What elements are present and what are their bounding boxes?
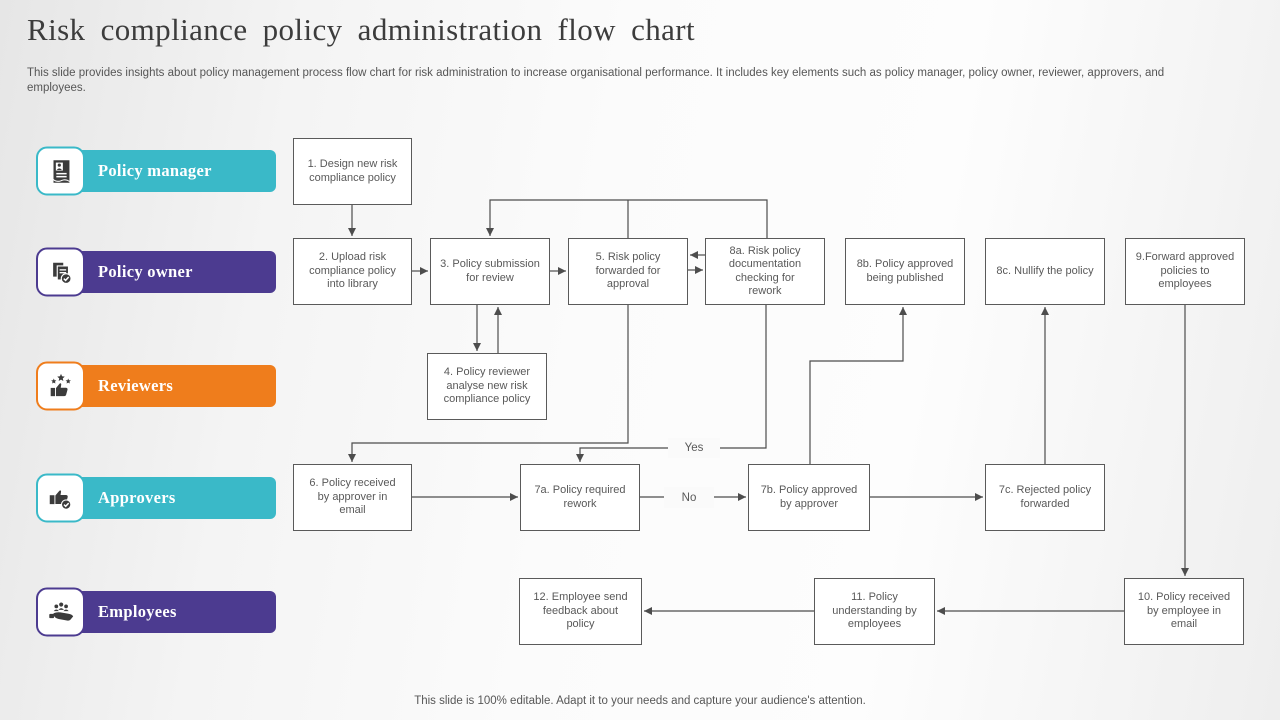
role-chip [36, 247, 85, 297]
role-chip [36, 473, 85, 523]
flow-step-8b: 8b. Policy approved being published [845, 238, 965, 305]
slide-footer: This slide is 100% editable. Adapt it to… [414, 695, 866, 707]
role-label: Approvers [98, 488, 176, 507]
flow-step-5: 5. Risk policy forwarded for approval [568, 238, 688, 305]
flow-step-7c: 7c. Rejected policy forwarded [985, 464, 1105, 531]
flow-step-11: 11. Policy understanding by employees [814, 578, 935, 645]
flow-step-4: 4. Policy reviewer analyse new risk comp… [427, 353, 547, 420]
role-bar-policy-owner: Policy owner [36, 247, 276, 297]
decision-label-no: No [664, 487, 714, 508]
slide-subtitle: This slide provides insights about polic… [27, 67, 1165, 94]
flow-step-8c: 8c. Nullify the policy [985, 238, 1105, 305]
flow-step-10: 10. Policy received by employee in email [1124, 578, 1244, 645]
flow-step-2: 2. Upload risk compliance policy into li… [293, 238, 412, 305]
hand-people-icon [48, 601, 73, 621]
role-label: Policy manager [98, 161, 212, 180]
role-bar-employees: Employees [36, 587, 276, 637]
flow-step-6: 6. Policy received by approver in email [293, 464, 412, 531]
slide-title: Risk compliance policy administration fl… [27, 12, 696, 47]
thumb-up-check-icon [49, 489, 71, 510]
role-label: Employees [98, 602, 177, 621]
role-bar-approvers: Approvers [36, 473, 276, 523]
role-chip [36, 587, 85, 637]
flow-step-7a: 7a. Policy required rework [520, 464, 640, 531]
flow-step-8a: 8a. Risk policy documentation checking f… [705, 238, 825, 305]
role-bar-policy-manager: Policy manager [36, 146, 276, 196]
flow-step-3: 3. Policy submission for review [430, 238, 550, 305]
flow-step-7b: 7b. Policy approved by approver [748, 464, 870, 531]
role-chip [36, 146, 85, 196]
documents-check-icon [51, 261, 72, 284]
document-person-icon [53, 159, 69, 183]
role-label: Reviewers [98, 376, 174, 395]
decision-label-yes: Yes [668, 438, 720, 458]
thumb-up-stars-icon [50, 373, 71, 396]
flow-step-1: 1. Design new risk compliance policy [293, 138, 412, 205]
flow-step-9: 9.Forward approved policies to employees [1125, 238, 1245, 305]
role-chip [36, 361, 85, 411]
role-bar-reviewers: Reviewers [36, 361, 276, 411]
flow-step-12: 12. Employee send feedback about policy [519, 578, 642, 645]
role-label: Policy owner [98, 262, 193, 281]
